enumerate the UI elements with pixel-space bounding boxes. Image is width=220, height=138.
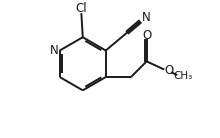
Text: O: O — [165, 64, 174, 77]
Text: CH₃: CH₃ — [174, 71, 193, 81]
Text: N: N — [142, 11, 150, 24]
Text: Cl: Cl — [75, 2, 86, 15]
Text: O: O — [142, 29, 151, 42]
Text: N: N — [50, 44, 59, 57]
